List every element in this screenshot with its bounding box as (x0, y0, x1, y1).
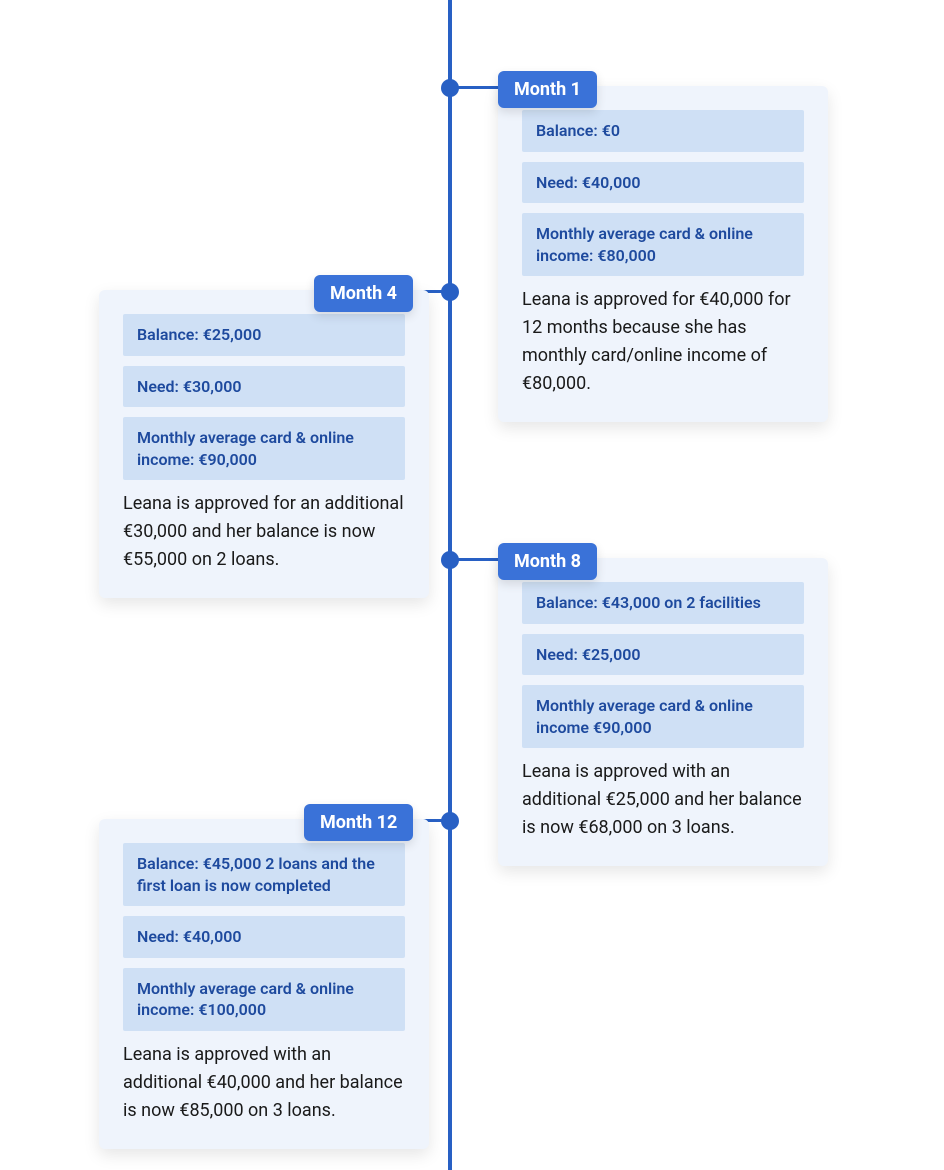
stat-pill-income: Monthly average card & online income: €1… (123, 968, 405, 1031)
stat-pill-balance: Balance: €43,000 on 2 facilities (522, 582, 804, 624)
stat-pill-balance: Balance: €25,000 (123, 314, 405, 356)
timeline-dot (441, 812, 459, 830)
card-description: Leana is approved with an additional €25… (522, 758, 804, 842)
card-description: Leana is approved with an additional €40… (123, 1041, 405, 1125)
timeline-card-month4: Balance: €25,000 Need: €30,000 Monthly a… (99, 290, 429, 598)
timeline-line (448, 0, 452, 1170)
timeline-dot (441, 79, 459, 97)
stat-pill-need: Need: €40,000 (522, 162, 804, 204)
stat-pill-balance: Balance: €0 (522, 110, 804, 152)
timeline-dot (441, 551, 459, 569)
card-description: Leana is approved for an additional €30,… (123, 490, 405, 574)
stat-pill-need: Need: €40,000 (123, 916, 405, 958)
stat-pill-income: Monthly average card & online income €90… (522, 685, 804, 748)
timeline-card-month1: Balance: €0 Need: €40,000 Monthly averag… (498, 86, 828, 422)
card-description: Leana is approved for €40,000 for 12 mon… (522, 286, 804, 398)
stat-pill-balance: Balance: €45,000 2 loans and the first l… (123, 843, 405, 906)
month-badge: Month 8 (498, 543, 597, 580)
stat-pill-need: Need: €30,000 (123, 366, 405, 408)
stat-pill-income: Monthly average card & online income: €8… (522, 213, 804, 276)
month-badge: Month 1 (498, 71, 597, 108)
month-badge: Month 12 (304, 804, 413, 841)
timeline-card-month8: Balance: €43,000 on 2 facilities Need: €… (498, 558, 828, 866)
timeline-dot (441, 283, 459, 301)
stat-pill-income: Monthly average card & online income: €9… (123, 417, 405, 480)
month-badge: Month 4 (314, 275, 413, 312)
timeline-card-month12: Balance: €45,000 2 loans and the first l… (99, 819, 429, 1149)
stat-pill-need: Need: €25,000 (522, 634, 804, 676)
